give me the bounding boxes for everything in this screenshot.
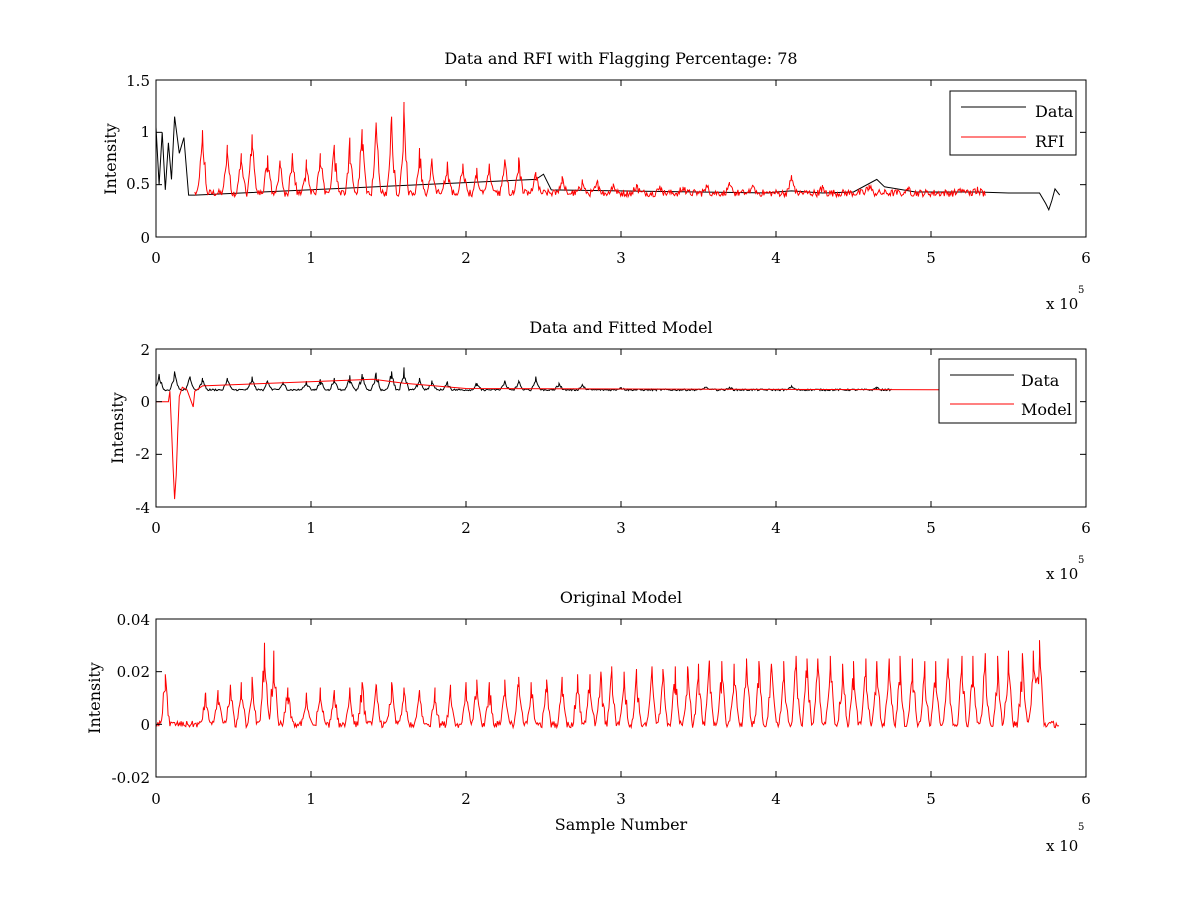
subplot-fitted-model: Data and Fitted Model Intensity 0 1 2 3 …	[108, 318, 1091, 583]
x-exponent-label: x 10	[1046, 837, 1078, 855]
legend-box	[949, 90, 1077, 156]
y-tick-label: 0	[140, 229, 150, 247]
subplot-original-model: Original Model Intensity Sample Number 0…	[85, 588, 1091, 855]
x-tick-labels: 0 1 2 3 4 5 6	[151, 519, 1091, 537]
y-tick-label: 1.5	[126, 72, 150, 90]
legend: Data RFI	[949, 90, 1077, 156]
x-exponent-label: x 10	[1046, 295, 1078, 313]
x-tick-label: 3	[616, 519, 626, 537]
x-tick-label: 6	[1081, 790, 1091, 808]
x-tick-label: 4	[771, 790, 781, 808]
x-tick-labels: 0 1 2 3 4 5 6	[151, 790, 1091, 808]
x-tick-label: 2	[461, 790, 471, 808]
x-exponent-power: 5	[1078, 822, 1084, 833]
x-tick-label: 2	[461, 249, 471, 267]
x-tick-label: 1	[306, 519, 316, 537]
y-tick-label: 2	[140, 341, 150, 359]
x-exponent-label: x 10	[1046, 565, 1078, 583]
x-exponent-power: 5	[1078, 555, 1084, 566]
y-tick-label: 0.04	[117, 611, 150, 629]
x-tick-label: 6	[1081, 519, 1091, 537]
y-axis-label: Intensity	[85, 662, 104, 734]
x-tick-label: 4	[771, 249, 781, 267]
x-tick-label: 0	[151, 249, 161, 267]
y-tick-labels: 0 0.5 1 1.5	[126, 72, 150, 247]
y-tick-label: -0.02	[112, 769, 150, 787]
y-axis-label: Intensity	[108, 392, 127, 464]
y-tick-label: 0.02	[117, 663, 150, 681]
x-tick-label: 5	[926, 249, 936, 267]
legend-label-rfi: RFI	[1035, 132, 1064, 151]
y-tick-label: 0	[140, 716, 150, 734]
x-tick-labels: 0 1 2 3 4 5 6	[151, 249, 1091, 267]
y-tick-label: 0.5	[126, 175, 150, 193]
legend-label-data: Data	[1035, 102, 1074, 121]
x-tick-label: 0	[151, 519, 161, 537]
series-line-model	[156, 378, 1060, 500]
x-tick-label: 2	[461, 519, 471, 537]
legend: Data Model	[938, 358, 1077, 424]
legend-box	[938, 358, 1077, 424]
legend-label-data: Data	[1021, 371, 1060, 390]
y-tick-label: -4	[135, 499, 150, 517]
x-tick-label: 5	[926, 519, 936, 537]
chart-title: Data and Fitted Model	[529, 318, 712, 337]
x-tick-label: 3	[616, 790, 626, 808]
x-tick-label: 0	[151, 790, 161, 808]
y-tick-label: -2	[135, 445, 150, 463]
y-tick-label: 0	[140, 393, 150, 411]
x-exponent-power: 5	[1078, 285, 1084, 296]
chart-title: Data and RFI with Flagging Percentage: 7…	[444, 49, 797, 68]
x-tick-label: 6	[1081, 249, 1091, 267]
x-axis-label: Sample Number	[555, 815, 688, 834]
series-line-rfi	[194, 101, 986, 199]
x-tick-label: 1	[306, 249, 316, 267]
legend-label-model: Model	[1021, 400, 1072, 419]
x-tick-label: 4	[771, 519, 781, 537]
y-tick-labels: -0.02 0 0.02 0.04	[112, 611, 150, 787]
plot-area	[156, 101, 1061, 212]
x-tick-label: 3	[616, 249, 626, 267]
plot-area	[156, 367, 1060, 500]
x-tick-label: 5	[926, 790, 936, 808]
series-line-model	[156, 640, 1060, 730]
plot-area	[156, 640, 1060, 730]
chart-title: Original Model	[560, 588, 682, 607]
y-axis-label: Intensity	[101, 123, 120, 195]
x-tick-label: 1	[306, 790, 316, 808]
y-tick-labels: -4 -2 0 2	[135, 341, 150, 517]
subplot-rfi-flagging: Data and RFI with Flagging Percentage: 7…	[101, 49, 1091, 313]
y-tick-label: 1	[140, 123, 150, 141]
